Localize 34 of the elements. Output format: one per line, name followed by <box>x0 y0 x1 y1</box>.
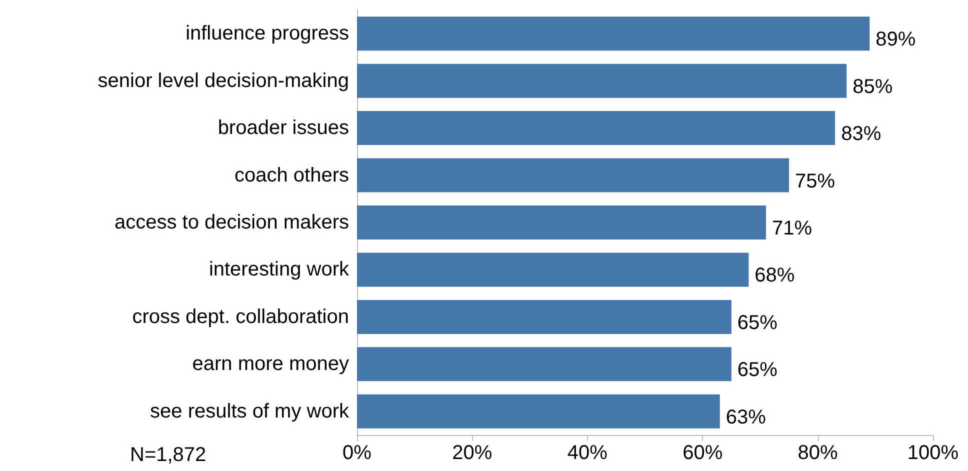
y-tick-label: earn more money <box>192 353 349 376</box>
bar <box>357 252 749 287</box>
data-label: 83% <box>841 123 882 146</box>
x-tick-label: 40% <box>567 442 608 464</box>
data-label: 71% <box>772 218 812 240</box>
bar <box>357 16 870 51</box>
bar <box>357 347 732 382</box>
data-label: 89% <box>876 28 916 51</box>
x-tick-label: 0% <box>342 442 372 464</box>
bar <box>357 394 720 428</box>
text: N=1,872 <box>130 444 206 466</box>
y-tick-label: access to decision makers <box>114 212 349 234</box>
y-tick-label: influence progress <box>186 22 349 45</box>
x-tick-label: 60% <box>682 442 723 464</box>
data-label: 75% <box>795 170 836 192</box>
data-label: 68% <box>754 264 795 287</box>
x-tick-label: 20% <box>452 442 492 464</box>
data-label: 65% <box>737 359 778 382</box>
data-label: 63% <box>726 406 766 428</box>
y-tick-label: coach others <box>234 164 349 186</box>
x-tick-label: 80% <box>798 442 838 464</box>
bar <box>357 64 847 98</box>
data-label: 85% <box>852 76 893 98</box>
bar <box>357 111 836 146</box>
y-tick-label: senior level decision-making <box>98 70 349 92</box>
y-tick-label: interesting work <box>208 258 350 281</box>
y-tick-label: broader issues <box>218 117 349 140</box>
bar <box>357 300 732 334</box>
data-label: 65% <box>737 312 778 334</box>
bar <box>357 158 789 192</box>
bar <box>357 206 766 240</box>
y-tick-label: cross dept. collaboration <box>132 306 349 328</box>
x-tick-label: 100% <box>907 442 959 464</box>
y-tick-label: see results of my work <box>150 400 350 422</box>
